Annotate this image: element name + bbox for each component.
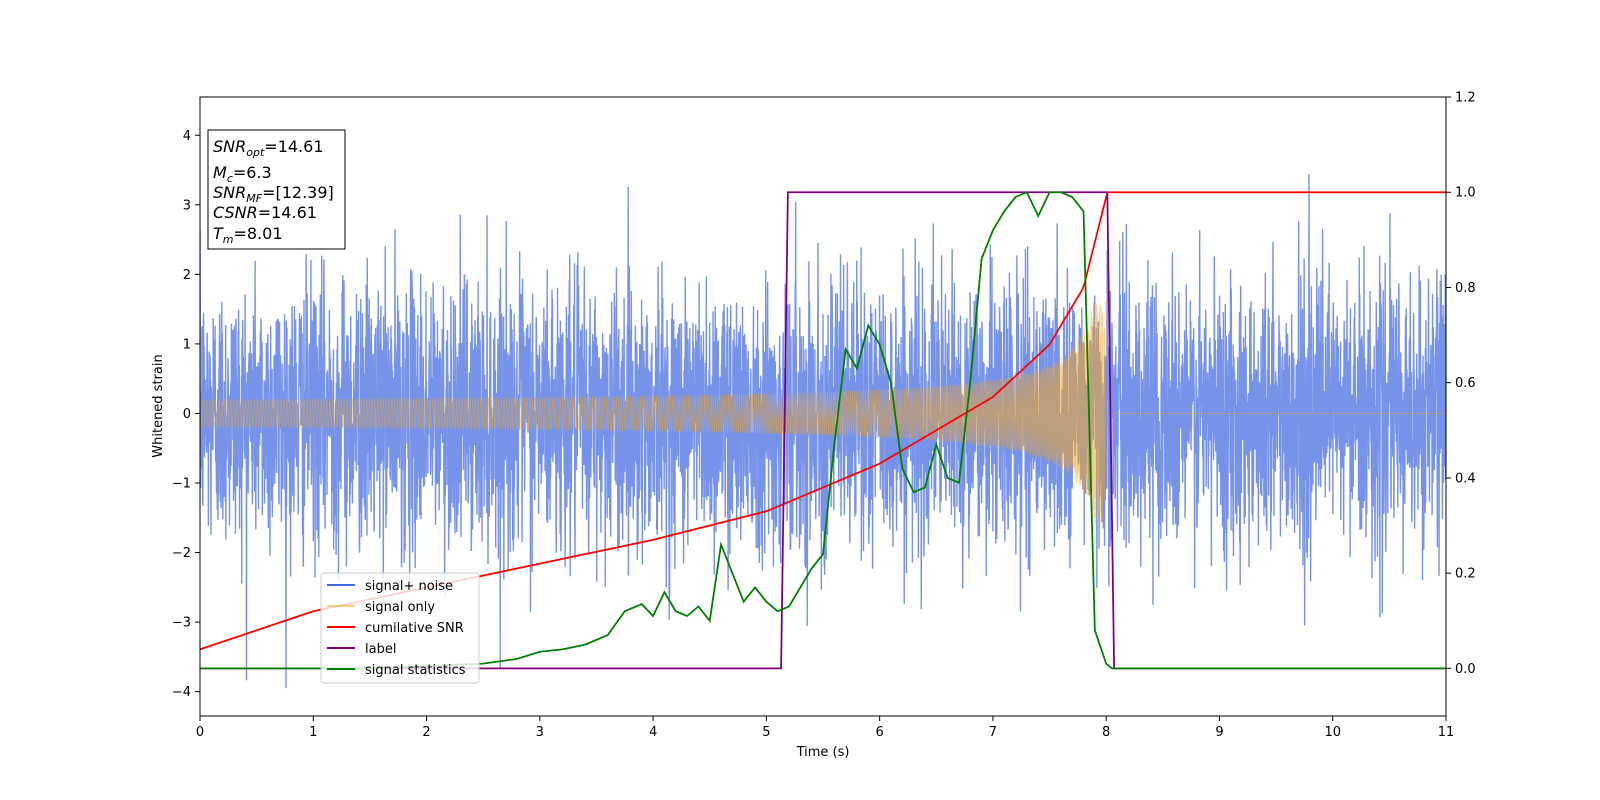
y-axis-label: Whitened strain [151,354,166,457]
info-box-frame [207,129,346,250]
x-tick-label: 7 [989,725,997,740]
info-snr-mf: SNRMF=[12.39] [213,183,334,205]
legend-frame [320,572,480,684]
series-signal-only-line [200,301,1446,525]
info-csnr: CSNR=14.61 [213,203,317,222]
legend-label-cumilative-snr: cumilative SNR [365,621,464,636]
legend-label-signal-statistics: signal statistics [365,663,466,678]
info-tm: Tm=8.01 [213,224,283,246]
y-right-tick-label: 0.8 [1455,281,1476,296]
y-left-tick-label: −1 [172,477,191,492]
x-axis-label: Time (s) [796,745,850,760]
y-left-tick-label: 2 [183,268,191,283]
y-right-tick-label: 1.2 [1455,91,1476,106]
legend-label-signal-plus-noise: signal+ noise [365,579,453,594]
y-right-tick-label: 0.0 [1455,662,1476,677]
info-snr-opt: SNRopt=14.61 [213,137,324,159]
x-tick-label: 5 [762,725,770,740]
y-axis-right: 0.0 0.2 0.4 0.6 0.8 1.0 1.2 [1446,91,1476,677]
x-tick-label: 8 [1102,725,1110,740]
x-tick-label: 6 [875,725,883,740]
y-right-tick-label: 1.0 [1455,186,1476,201]
y-right-tick-label: 0.6 [1455,376,1476,391]
series-signal-statistics-line [200,191,1446,670]
legend: signal+ noise signal only cumilative SNR… [320,572,480,684]
y-right-tick-label: 0.4 [1455,471,1476,486]
x-tick-label: 10 [1324,725,1341,740]
x-tick-label: 1 [309,725,317,740]
y-left-tick-label: 4 [183,129,191,144]
plot-frame [199,96,1447,717]
x-tick-label: 4 [649,725,657,740]
y-axis-left: −4 −3 −2 −1 0 1 2 3 4 [172,129,200,700]
y-left-tick-label: 3 [183,198,191,213]
y-left-tick-label: −4 [172,685,191,700]
info-mc: Mc=6.3 [213,163,272,185]
series-signal-plus-noise-line [200,174,1446,689]
x-tick-label: 9 [1215,725,1223,740]
y-left-tick-label: 1 [183,337,191,352]
x-tick-label: 11 [1438,725,1455,740]
x-tick-label: 3 [536,725,544,740]
x-tick-label: 2 [422,725,430,740]
info-box: SNRopt=14.61 Mc=6.3 SNRMF=[12.39] CSNR=1… [207,129,346,250]
y-left-tick-label: −3 [172,616,191,631]
y-right-tick-label: 0.2 [1455,567,1476,582]
x-axis: 0 1 2 3 4 5 6 7 8 9 10 11 [196,716,1454,740]
y-left-tick-label: 0 [183,407,191,422]
legend-label-label: label [365,642,396,657]
y-left-tick-label: −2 [172,546,191,561]
legend-label-signal-only: signal only [365,600,435,615]
x-tick-label: 0 [196,725,204,740]
